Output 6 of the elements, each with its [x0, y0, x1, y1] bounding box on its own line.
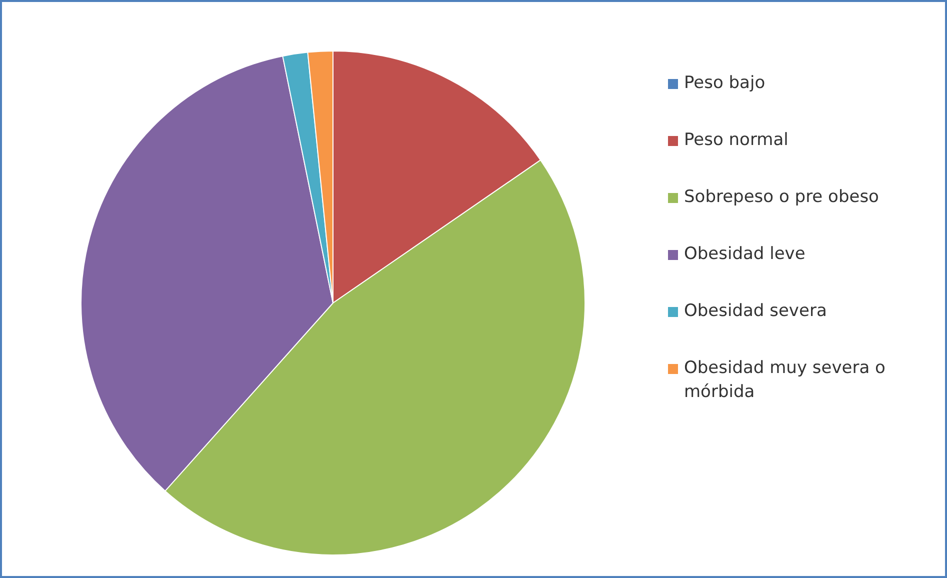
- legend-label: Peso bajo: [684, 73, 766, 93]
- legend-label: Obesidad leve: [684, 244, 806, 264]
- legend-label: Obesidad muy severa o mórbida: [684, 358, 886, 402]
- legend-label: Peso normal: [684, 130, 788, 150]
- legend-label: Obesidad severa: [684, 301, 827, 321]
- legend-label: Sobrepeso o pre obeso: [684, 187, 879, 207]
